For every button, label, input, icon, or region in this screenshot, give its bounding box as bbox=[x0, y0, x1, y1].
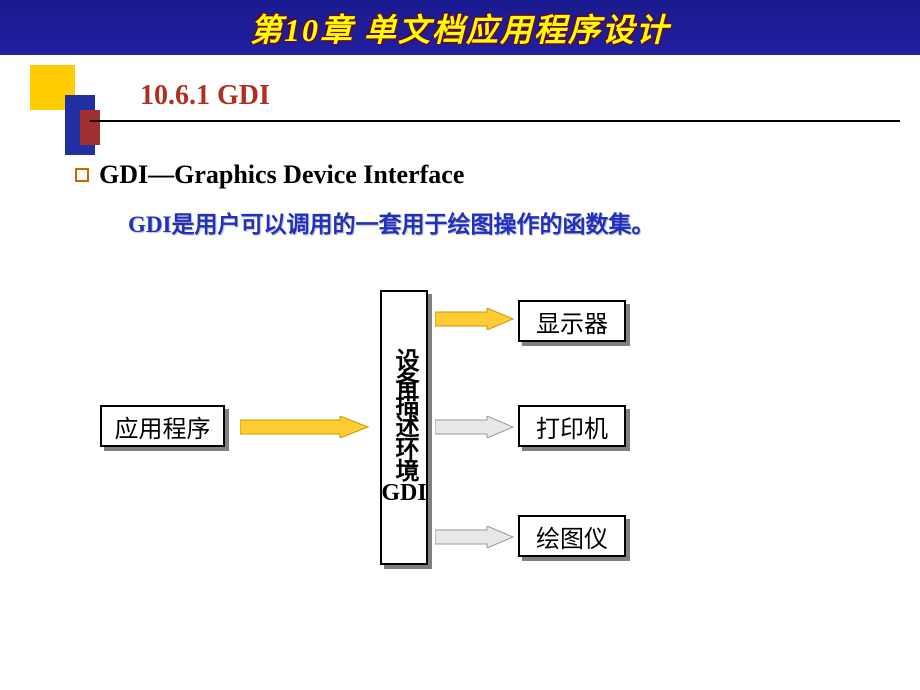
arrow-app-to-gdi bbox=[240, 416, 370, 438]
decorative-corner bbox=[30, 55, 100, 155]
arrow-icon bbox=[435, 526, 515, 548]
arrow-icon bbox=[240, 416, 370, 438]
gdi-flow-diagram: 应用程序 设备描述环境GDI 显示器 打印机 绘图仪 bbox=[100, 290, 720, 590]
node-printer: 打印机 bbox=[518, 405, 626, 447]
arrow-gdi-to-plotter bbox=[435, 526, 515, 548]
bullet-heading-row: GDI—Graphics Device Interface bbox=[75, 160, 464, 190]
subtitle-text: GDI是用户可以调用的一套用于绘图操作的函数集。 bbox=[128, 205, 654, 239]
section-heading: 10.6.1 GDI bbox=[140, 80, 270, 112]
arrow-icon bbox=[435, 308, 515, 330]
node-plotter: 绘图仪 bbox=[518, 515, 626, 557]
red-rect-icon bbox=[80, 110, 100, 145]
title-bar: 第10章 单文档应用程序设计 bbox=[0, 0, 920, 55]
chapter-title: 第10章 单文档应用程序设计 bbox=[250, 5, 670, 51]
horizontal-rule bbox=[90, 120, 900, 122]
square-bullet-icon bbox=[75, 168, 89, 182]
node-gdi-label: 设备描述环境GDI bbox=[381, 348, 426, 507]
arrow-icon bbox=[435, 416, 515, 438]
node-display: 显示器 bbox=[518, 300, 626, 342]
arrow-gdi-to-printer bbox=[435, 416, 515, 438]
gdi-heading: GDI—Graphics Device Interface bbox=[99, 160, 464, 190]
node-application: 应用程序 bbox=[100, 405, 225, 447]
arrow-gdi-to-display bbox=[435, 308, 515, 330]
node-gdi: 设备描述环境GDI bbox=[380, 290, 428, 565]
